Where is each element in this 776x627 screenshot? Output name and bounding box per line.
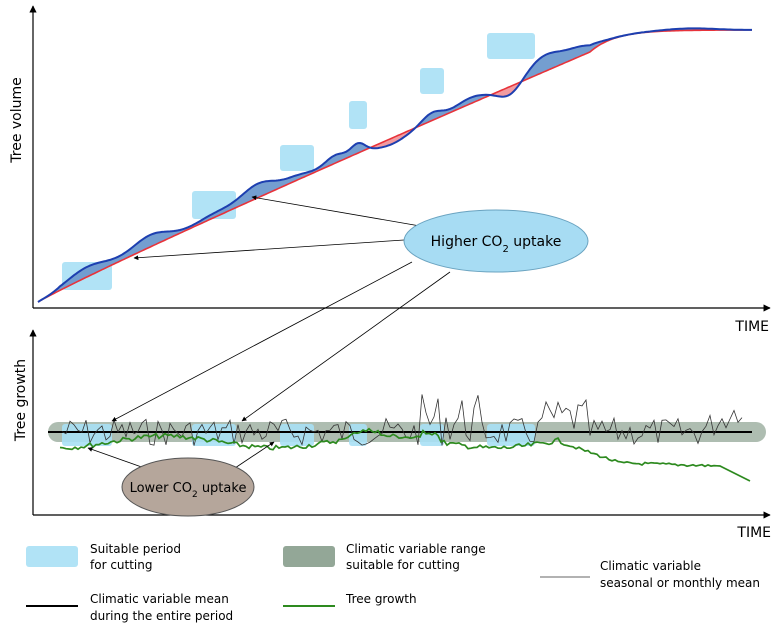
cut-period-box <box>420 68 444 94</box>
legend-climatic-seasonal-line2: seasonal or monthly mean <box>600 576 760 590</box>
cut-period-box <box>280 424 314 446</box>
arrow-lower-to-dip-1 <box>87 447 151 471</box>
cut-period-box <box>349 101 367 129</box>
higher-co2-subscript: 2 <box>502 244 508 255</box>
cut-period-box <box>487 33 535 59</box>
lower-co2-tail: uptake <box>198 481 247 496</box>
tree-growth-line <box>59 427 751 482</box>
bottom-x-axis-label: TIME <box>736 525 771 541</box>
legend-climatic-range: Climatic variable range suitable for cut… <box>283 542 486 572</box>
top-panel: Tree volume TIME <box>9 5 771 335</box>
legend-climatic-mean: Climatic variable mean during the entire… <box>26 592 233 623</box>
legend-climatic-range-line1: Climatic variable range <box>346 542 486 556</box>
cut-period-box <box>280 145 314 171</box>
callout-arrows <box>87 195 451 471</box>
top-y-axis-label: Tree volume <box>9 77 25 163</box>
legend-climatic-mean-line1: Climatic variable mean <box>90 592 229 606</box>
legend-suitable-period-line1: Suitable period <box>90 542 181 556</box>
legend-climatic-seasonal: Climatic variable seasonal or monthly me… <box>540 559 760 590</box>
legend: Suitable period for cutting Climatic var… <box>26 542 760 623</box>
climatic-seasonal-line <box>61 394 743 446</box>
higher-co2-ellipse <box>403 209 589 273</box>
arrow-higher-to-top-box-2 <box>251 195 421 227</box>
higher-co2-callout: Higher CO2 uptake <box>403 209 589 273</box>
legend-climatic-range-line2: suitable for cutting <box>346 558 460 572</box>
lower-co2-text: Lower CO <box>130 481 192 496</box>
arrow-lower-to-dip-2 <box>231 441 275 471</box>
lower-co2-callout: Lower CO2 uptake <box>121 457 255 517</box>
volume-difference-fill <box>38 28 752 303</box>
legend-tree-growth: Tree growth <box>283 592 417 607</box>
higher-co2-text: Higher CO <box>431 234 503 250</box>
bottom-panel: Tree growth TIME <box>13 329 771 541</box>
legend-climatic-seasonal-line1: Climatic variable <box>600 559 701 573</box>
legend-tree-growth-line1: Tree growth <box>345 592 417 606</box>
volume-observed-line <box>37 27 752 303</box>
arrow-higher-to-bottom-box-2 <box>241 271 451 422</box>
cut-period-box <box>62 424 112 446</box>
legend-suitable-period-swatch <box>26 546 78 567</box>
higher-co2-tail: uptake <box>509 234 562 250</box>
arrow-higher-to-bottom-box-1 <box>111 261 413 422</box>
bottom-y-axis-label: Tree growth <box>13 359 29 442</box>
lower-co2-subscript: 2 <box>192 490 198 500</box>
legend-suitable-period-line2: for cutting <box>90 558 152 572</box>
cut-period-box <box>487 424 535 446</box>
volume-reference-line <box>37 29 752 303</box>
legend-climatic-range-swatch <box>283 546 335 567</box>
arrow-higher-to-top-box-1 <box>133 239 405 261</box>
cut-period-box <box>192 424 236 446</box>
lower-co2-ellipse <box>121 457 255 517</box>
legend-suitable-period: Suitable period for cutting <box>26 542 181 572</box>
top-x-axis-label: TIME <box>734 319 769 335</box>
higher-co2-label: Higher CO2 uptake <box>431 234 562 255</box>
legend-climatic-mean-line2: during the entire period <box>90 609 233 623</box>
lower-co2-label: Lower CO2 uptake <box>130 481 247 500</box>
